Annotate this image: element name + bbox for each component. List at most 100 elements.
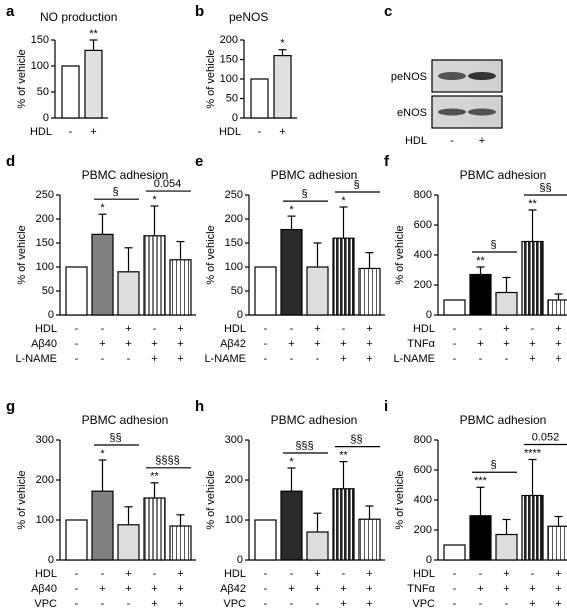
condition-mark: + — [125, 338, 131, 350]
condition-mark: - — [264, 338, 268, 350]
blot-band — [438, 72, 466, 80]
condition-label: Aβ40 — [31, 338, 57, 350]
y-tick-label: 200 — [414, 279, 432, 291]
condition-mark: - — [316, 598, 320, 610]
y-tick-label: 600 — [414, 219, 432, 231]
condition-mark: + — [366, 338, 372, 350]
condition-mark: + — [340, 598, 346, 610]
condition-mark: + — [477, 583, 483, 595]
y-axis-label: % of vehicle — [205, 49, 217, 108]
bar — [61, 65, 80, 119]
y-tick-label: 0 — [48, 309, 54, 321]
condition-mark: + — [477, 338, 483, 350]
chart-title: PBMC adhesion — [82, 168, 169, 182]
blot-band — [438, 108, 466, 116]
condition-label: HDL — [35, 323, 57, 335]
bracket-label: §§ — [539, 182, 551, 194]
condition-mark: - — [342, 568, 346, 580]
condition-mark: - — [531, 568, 535, 580]
panel-letter: i — [384, 398, 388, 415]
panel-letter: h — [195, 398, 204, 415]
condition-mark: - — [153, 323, 157, 335]
y-tick-label: 100 — [31, 60, 49, 72]
y-tick-label: 0 — [426, 309, 432, 321]
panel-letter: a — [6, 3, 15, 20]
panel-letter: c — [384, 3, 392, 20]
condition-mark: + — [151, 353, 157, 365]
bar — [169, 259, 192, 316]
condition-label: Aβ42 — [220, 338, 246, 350]
y-tick-label: 250 — [225, 189, 243, 201]
bracket-label: §§ — [350, 434, 362, 446]
condition-mark: + — [151, 583, 157, 595]
bar — [495, 533, 518, 561]
condition-mark: + — [340, 353, 346, 365]
condition-mark: - — [453, 568, 457, 580]
chart-title: PBMC adhesion — [82, 413, 169, 427]
condition-mark: - — [316, 353, 320, 365]
condition-mark: - — [264, 323, 268, 335]
condition-mark: + — [314, 323, 320, 335]
condition-mark: - — [453, 353, 457, 365]
condition-mark: + — [340, 583, 346, 595]
bar — [521, 494, 544, 561]
y-tick-label: 100 — [225, 261, 243, 273]
condition-mark: - — [531, 323, 535, 335]
band-label: eNOS — [397, 107, 427, 119]
condition-mark: - — [264, 598, 268, 610]
y-tick-label: 800 — [414, 434, 432, 446]
y-tick-label: 150 — [36, 237, 54, 249]
condition-mark: + — [99, 583, 105, 595]
condition-mark: - — [75, 338, 79, 350]
bar — [332, 237, 355, 316]
panel-letter: g — [6, 398, 15, 415]
bar — [547, 525, 567, 561]
y-tick-label: 0 — [48, 554, 54, 566]
significance-star: ** — [89, 28, 98, 40]
significance-star: * — [100, 202, 105, 214]
y-tick-label: 300 — [36, 434, 54, 446]
bar — [254, 266, 277, 316]
condition-mark: + — [503, 568, 509, 580]
condition-mark: + — [529, 338, 535, 350]
condition-mark: - — [153, 568, 157, 580]
y-axis-label: % of vehicle — [16, 49, 28, 108]
bracket-label: § — [112, 186, 118, 198]
bar — [250, 78, 269, 119]
condition-mark: + — [479, 135, 485, 147]
bar — [280, 490, 303, 561]
y-tick-label: 200 — [414, 524, 432, 536]
condition-mark: + — [503, 583, 509, 595]
bracket-label: §§§ — [295, 440, 313, 452]
bar — [443, 544, 466, 561]
condition-mark: + — [314, 568, 320, 580]
band-label: peNOS — [391, 71, 427, 83]
condition-mark: + — [177, 583, 183, 595]
condition-mark: - — [479, 353, 483, 365]
condition-label: L-NAME — [393, 353, 435, 365]
condition-mark: + — [529, 353, 535, 365]
condition-mark: + — [366, 353, 372, 365]
y-tick-label: 50 — [37, 86, 49, 98]
bar — [358, 267, 381, 316]
condition-mark: - — [342, 323, 346, 335]
condition-mark: + — [366, 598, 372, 610]
bracket-label: 0.054 — [154, 178, 182, 190]
y-tick-label: 300 — [225, 434, 243, 446]
significance-star: ** — [476, 255, 485, 267]
condition-mark: - — [127, 598, 131, 610]
y-tick-label: 150 — [225, 237, 243, 249]
bar — [254, 519, 277, 561]
condition-mark: - — [75, 583, 79, 595]
bracket-label: § — [301, 188, 307, 200]
panel-letter: e — [195, 153, 203, 170]
condition-mark: + — [555, 568, 561, 580]
condition-mark: + — [555, 598, 561, 610]
condition-label: TNFα — [407, 338, 435, 350]
condition-mark: + — [529, 598, 535, 610]
condition-mark: - — [453, 598, 457, 610]
condition-mark: + — [288, 583, 294, 595]
y-tick-label: 200 — [220, 34, 238, 46]
y-tick-label: 100 — [36, 261, 54, 273]
significance-star: * — [289, 204, 294, 216]
